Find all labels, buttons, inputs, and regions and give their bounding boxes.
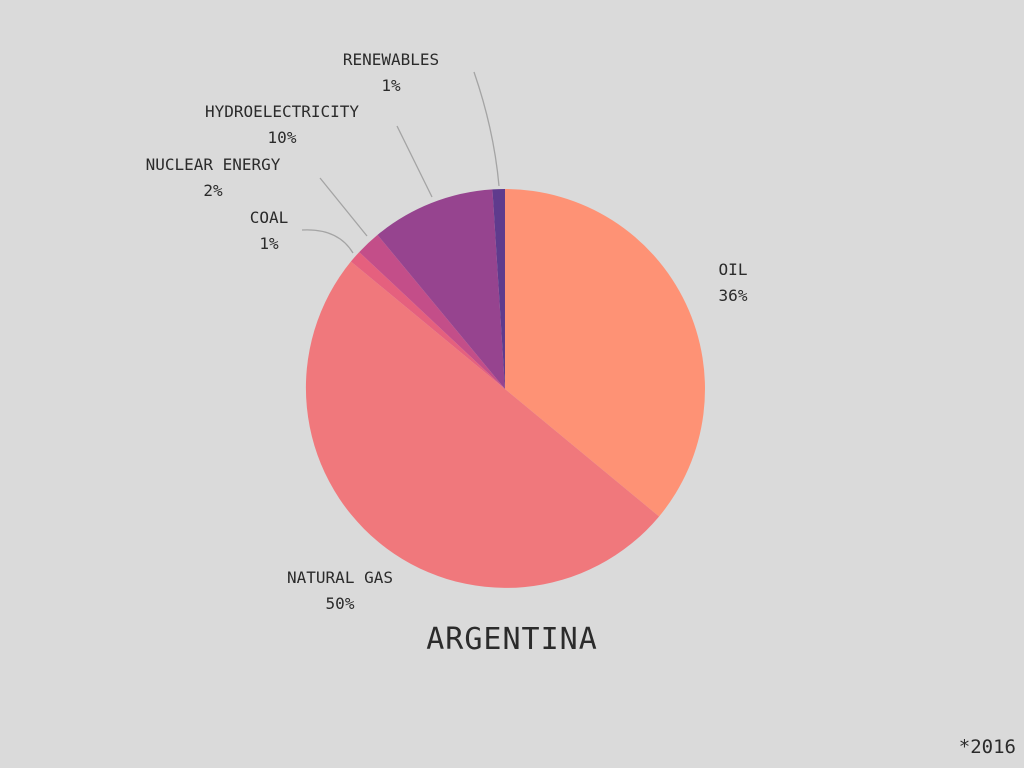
leader-line-hydroelectricity <box>396 125 433 198</box>
slice-percent-label: 36% <box>719 286 748 305</box>
slice-percent-label: 1% <box>259 234 279 253</box>
chart-title: ARGENTINA <box>426 622 598 657</box>
leader-line-coal <box>301 229 354 254</box>
leader-line-renewables <box>473 71 500 187</box>
slice-percent-label: 10% <box>268 128 297 147</box>
pie-slice-hydroelectricity <box>377 189 505 389</box>
slice-name-label: RENEWABLES <box>343 50 439 69</box>
year-footnote: *2016 <box>958 736 1016 758</box>
slice-name-label: COAL <box>250 208 289 227</box>
pie-slice-nuclear-energy <box>359 234 505 389</box>
pie-slice-oil <box>505 189 705 517</box>
pie-slice-coal <box>350 252 505 389</box>
leader-line-nuclear-energy <box>319 177 368 237</box>
slice-name-label: NATURAL GAS <box>287 568 393 587</box>
pie-slice-natural-gas <box>305 261 660 588</box>
slice-name-label: NUCLEAR ENERGY <box>146 155 281 174</box>
slice-name-label: OIL <box>719 260 748 279</box>
slice-percent-label: 2% <box>203 181 223 200</box>
leader-lines <box>301 71 500 254</box>
slice-percent-label: 1% <box>381 76 401 95</box>
slice-name-label: HYDROELECTRICITY <box>205 102 359 121</box>
slice-percent-label: 50% <box>326 594 355 613</box>
pie-slices <box>305 188 705 588</box>
pie-slice-renewables <box>492 188 505 389</box>
slice-labels: OIL 36% NATURAL GAS 50% COAL 1% NUCLEAR ENERGY… <box>146 50 748 613</box>
